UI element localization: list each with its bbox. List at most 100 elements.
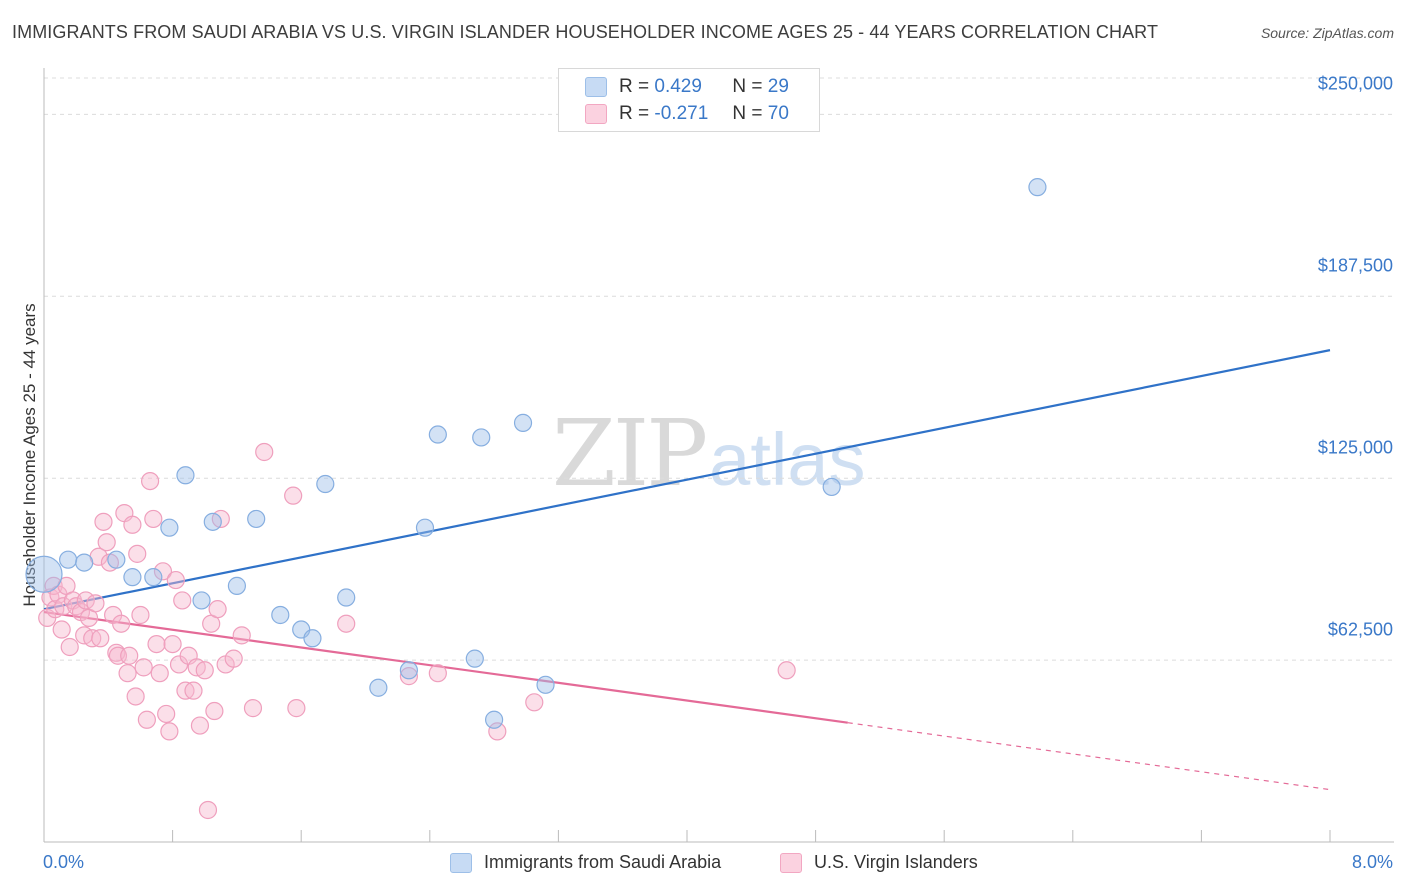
legend-swatch-saudi [450,852,472,873]
source-label: Source: ZipAtlas.com [1260,25,1394,41]
legend-n-label: N = [732,76,763,97]
point-saudi-5 [144,568,163,587]
trend-lines [43,349,1331,791]
point-virgin-33 [134,658,153,677]
point-virgin-5 [52,620,71,639]
point-virgin-19 [94,512,113,531]
legend-swatch-virgin [780,852,802,873]
point-virgin-50 [190,716,210,735]
point-virgin-34 [137,710,156,729]
point-virgin-63 [287,699,306,718]
point-virgin-54 [205,701,224,721]
legend-r-value: 0.429 [654,76,702,97]
point-virgin-37 [147,634,166,654]
y-tick-label-187500: $187,500 [1317,255,1393,276]
point-saudi-26 [822,477,841,497]
point-virgin-27 [118,664,137,683]
legend-item-virgin: U.S. Virgin Islanders [780,852,978,873]
point-virgin-35 [140,472,160,491]
watermark: ZIPatlas [552,400,865,507]
point-virgin-16 [86,594,105,613]
legend-row-saudi: R = 0.429 N = 29 [585,76,789,98]
point-virgin-36 [144,509,163,529]
point-virgin-55 [208,600,227,619]
point-virgin-40 [157,704,176,724]
grid-lines [44,77,1394,661]
point-virgin-62 [284,486,303,505]
point-virgin-58 [224,649,243,668]
point-saudi-8 [192,591,211,610]
point-virgin-45 [173,591,192,610]
y-tick-label-250000: $250,000 [1317,73,1393,94]
point-saudi-22 [472,428,491,447]
point-virgin-51 [195,661,214,680]
point-virgin-31 [128,544,147,563]
legend-n-value: 70 [767,103,789,124]
point-virgin-32 [131,605,150,625]
point-virgin-43 [166,570,185,590]
point-saudi-19 [415,518,435,537]
trend-line-0 [43,349,1331,611]
legend-label-saudi: Immigrants from Saudi Arabia [484,852,722,872]
trend-line-dashed-1 [847,722,1331,791]
point-virgin-20 [97,533,116,552]
point-saudi-7 [176,466,195,485]
point-virgin-30 [126,687,145,706]
point-saudi-20 [428,425,447,444]
point-saudi-17 [369,678,388,697]
legend-item-saudi: Immigrants from Saudi Arabia [450,852,721,873]
trend-line-1 [43,610,848,724]
point-virgin-41 [160,722,179,741]
point-virgin-25 [112,614,131,633]
legend-r-label: R = [619,76,650,97]
point-saudi-9 [203,512,222,531]
point-saudi-3 [107,550,126,569]
legend-n-label: N = [732,103,763,124]
axes [43,68,1394,843]
y-tick-label-62500: $62,500 [1327,619,1393,640]
point-saudi-23 [485,710,504,729]
point-virgin-29 [123,515,142,534]
point-saudi-14 [303,629,322,648]
point-virgin-59 [232,626,251,645]
legend-label-virgin: U.S. Virgin Islanders [814,852,978,872]
point-saudi-2 [75,553,94,572]
point-virgin-69 [777,661,796,680]
point-saudi-27 [1028,178,1047,197]
point-saudi-12 [271,605,290,625]
point-saudi-10 [227,576,246,595]
y-tick-label-125000: $125,000 [1317,437,1393,458]
point-saudi-24 [513,413,533,432]
point-virgin-66 [428,664,447,683]
stats-legend: R = 0.429 N = 29 R = -0.271 N = 70 [558,68,820,132]
legend-swatch-saudi [585,77,607,97]
point-saudi-15 [316,474,335,494]
point-saudi-0 [25,555,63,593]
point-virgin-61 [255,442,274,462]
point-saudi-25 [536,675,555,694]
series-legend: Immigrants from Saudi Arabia U.S. Virgin… [0,852,1406,878]
point-virgin-39 [153,562,173,581]
point-virgin-8 [60,637,79,657]
legend-n-value: 29 [767,76,789,97]
point-virgin-60 [243,699,263,718]
point-virgin-52 [198,800,218,820]
x-tick-label-min: 0.0% [43,852,85,872]
point-saudi-1 [59,550,78,569]
point-virgin-18 [91,629,110,648]
x-tick-label-max: 8.0% [1351,852,1393,872]
point-virgin-67 [488,722,507,741]
point-virgin-6 [54,597,73,616]
data-points [25,178,1047,820]
legend-row-virgin: R = -0.271 N = 70 [585,103,789,125]
point-virgin-48 [184,681,203,700]
point-virgin-2 [44,576,63,595]
point-virgin-38 [150,664,169,683]
point-virgin-42 [163,634,182,654]
legend-r-value: -0.271 [654,103,709,124]
point-virgin-68 [525,693,544,712]
legend-r-label: R = [619,103,650,124]
point-saudi-21 [465,649,484,668]
point-virgin-64 [337,614,356,633]
